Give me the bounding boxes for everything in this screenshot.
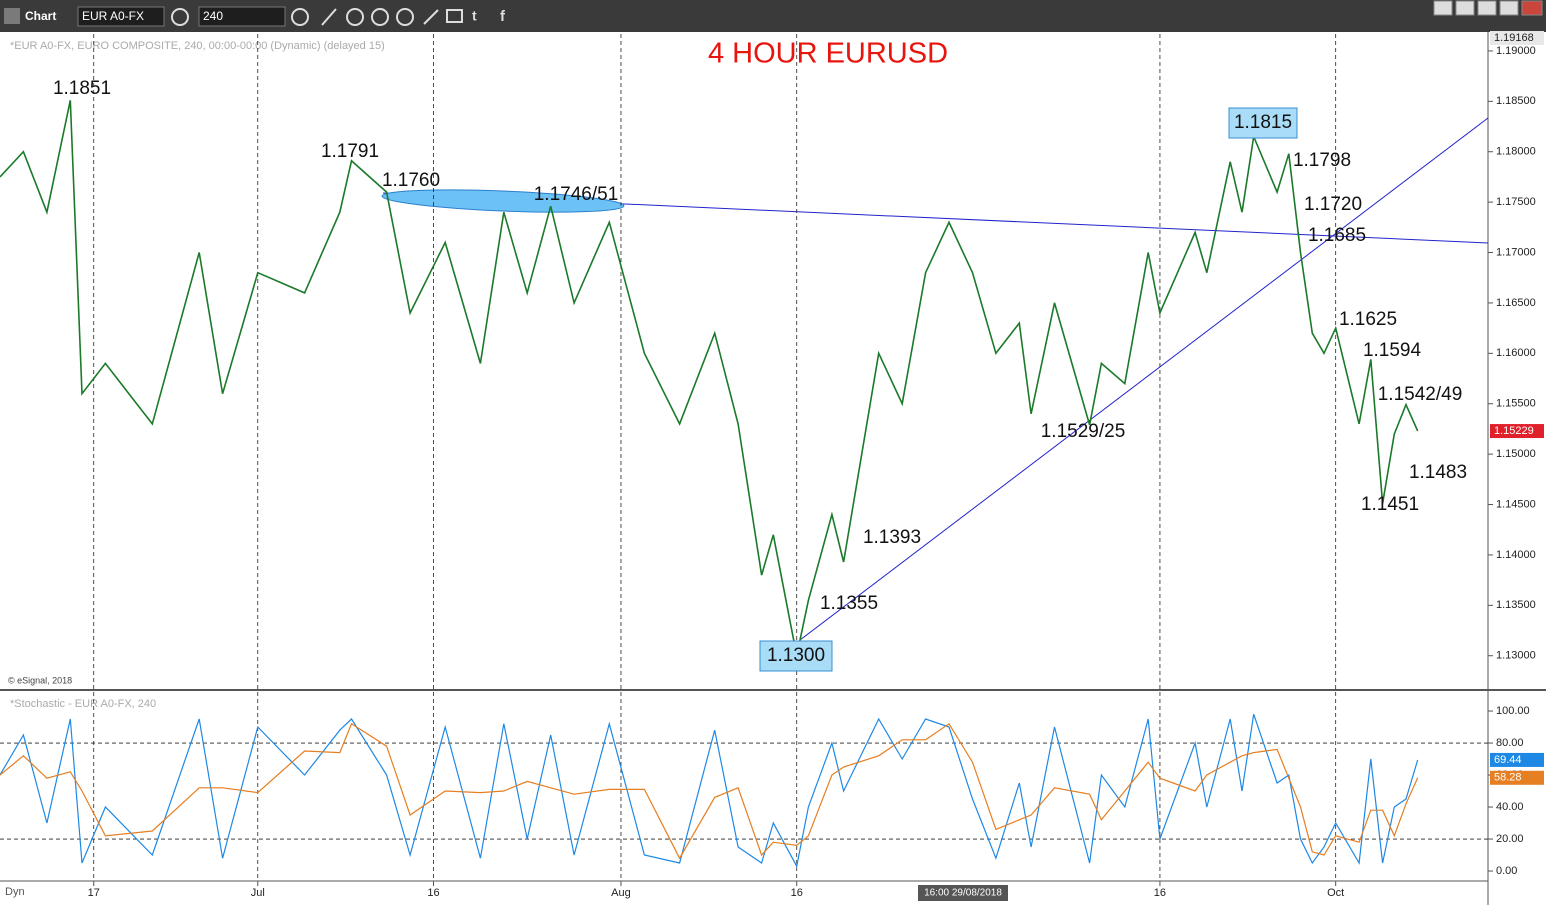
close-button[interactable] <box>1521 0 1543 16</box>
annotation: 1.1760 <box>382 170 440 191</box>
value-tag <box>1490 752 1544 767</box>
y-tick-label: 1.18000 <box>1496 146 1536 158</box>
annotation: 1.1542/49 <box>1378 384 1463 405</box>
minimize-button[interactable] <box>1477 0 1497 16</box>
chat-button[interactable] <box>446 9 463 23</box>
y-tick-label: 0.00 <box>1496 865 1517 877</box>
annotation-box <box>759 640 833 672</box>
y-tick-label: 1.15000 <box>1496 448 1536 460</box>
x-tick-label: Oct <box>1327 887 1344 899</box>
annotation: 1.1798 <box>1293 150 1351 171</box>
x-tick-label: 16 <box>427 887 439 899</box>
crosshair-label: 16:00 29/08/2018 <box>924 888 1002 899</box>
y-tick-label: 1.13000 <box>1496 650 1536 662</box>
annotation: 1.1815 <box>1234 112 1292 133</box>
link-button[interactable] <box>423 9 439 25</box>
last-price-tag <box>1490 424 1544 439</box>
y-tick-label: 1.18500 <box>1496 95 1536 107</box>
annotation: 1.1529/25 <box>1041 421 1126 442</box>
y-tick-label: 1.17500 <box>1496 196 1536 208</box>
data-line <box>0 100 1419 656</box>
time-button[interactable] <box>291 8 309 26</box>
x-tick-label: Jul <box>251 887 265 899</box>
annotation: 1.1851 <box>53 78 111 99</box>
maximize-button[interactable] <box>1499 0 1519 16</box>
study-header: *Stochastic - EUR A0-FX, 240 <box>10 698 156 710</box>
chart-title: 4 HOUR EURUSD <box>708 38 948 70</box>
alert-button[interactable] <box>396 8 414 26</box>
y-tick-label: 20.00 <box>1496 833 1524 845</box>
annotation: 1.1791 <box>321 141 379 162</box>
crosshair-label-box <box>918 885 1008 901</box>
data-line <box>0 722 1419 860</box>
data-line <box>0 714 1419 868</box>
study-button[interactable] <box>346 8 364 26</box>
settings-button[interactable] <box>171 8 189 26</box>
play-button[interactable] <box>371 8 389 26</box>
y-tick-label: 1.14000 <box>1496 549 1536 561</box>
annotation: 1.1393 <box>863 527 921 548</box>
x-tick-label: 17 <box>88 887 100 899</box>
annotation: 1.1594 <box>1363 340 1422 361</box>
y-tick-label: 1.14500 <box>1496 498 1536 510</box>
value-tag-label: 58.28 <box>1494 772 1522 784</box>
axis-top-label: 1.19168 <box>1494 32 1534 44</box>
interval-input[interactable] <box>198 6 286 27</box>
x-tick-label: 16 <box>791 887 803 899</box>
annotation: 1.1625 <box>1339 309 1397 330</box>
annotation-box <box>1228 107 1298 139</box>
value-tag <box>1490 770 1544 785</box>
y-tick-label: 1.15500 <box>1496 398 1536 410</box>
help-button[interactable] <box>1433 0 1453 16</box>
value-tag-label: 69.44 <box>1494 754 1522 766</box>
copyright: © eSignal, 2018 <box>8 675 72 685</box>
draw-button[interactable] <box>321 8 337 26</box>
y-tick-label: 1.16000 <box>1496 347 1536 359</box>
y-tick-label: 1.17000 <box>1496 246 1536 258</box>
annotation: 1.1451 <box>1361 494 1419 515</box>
twitter-button[interactable]: t <box>472 8 477 24</box>
x-tick-label: 16 <box>1154 887 1166 899</box>
mode-label: Dyn <box>5 886 25 898</box>
y-tick-label: 1.19000 <box>1496 45 1536 57</box>
annotation: 1.1300 <box>767 645 825 666</box>
chart-header: *EUR A0-FX, EURO COMPOSITE, 240, 00:00-0… <box>10 40 385 52</box>
trendline <box>799 117 1489 641</box>
facebook-button[interactable]: f <box>500 8 506 25</box>
y-tick-label: 1.13500 <box>1496 599 1536 611</box>
annotation: 1.1685 <box>1308 225 1366 246</box>
axis-top-tag <box>1490 31 1544 45</box>
interval-text: 240 <box>203 9 223 23</box>
y-tick-label: 40.00 <box>1496 801 1524 813</box>
annotation: 1.1355 <box>820 593 878 614</box>
toolbar-title: Chart <box>25 9 56 23</box>
highlight-ellipse <box>381 189 625 213</box>
annotation: 1.1720 <box>1304 194 1362 215</box>
last-price-label: 1.15229 <box>1494 425 1534 437</box>
y-tick-label: 80.00 <box>1496 737 1524 749</box>
annotation: 1.1746/51 <box>534 184 619 205</box>
y-tick-label: 100.00 <box>1496 705 1530 717</box>
annotation: 1.1483 <box>1409 462 1467 483</box>
y-tick-label: 1.16500 <box>1496 297 1536 309</box>
symbol-text: EUR A0-FX <box>82 9 144 23</box>
link-window-button[interactable] <box>1455 0 1475 16</box>
app-icon <box>4 8 20 24</box>
symbol-input[interactable] <box>77 6 165 27</box>
x-tick-label: Aug <box>611 887 631 899</box>
